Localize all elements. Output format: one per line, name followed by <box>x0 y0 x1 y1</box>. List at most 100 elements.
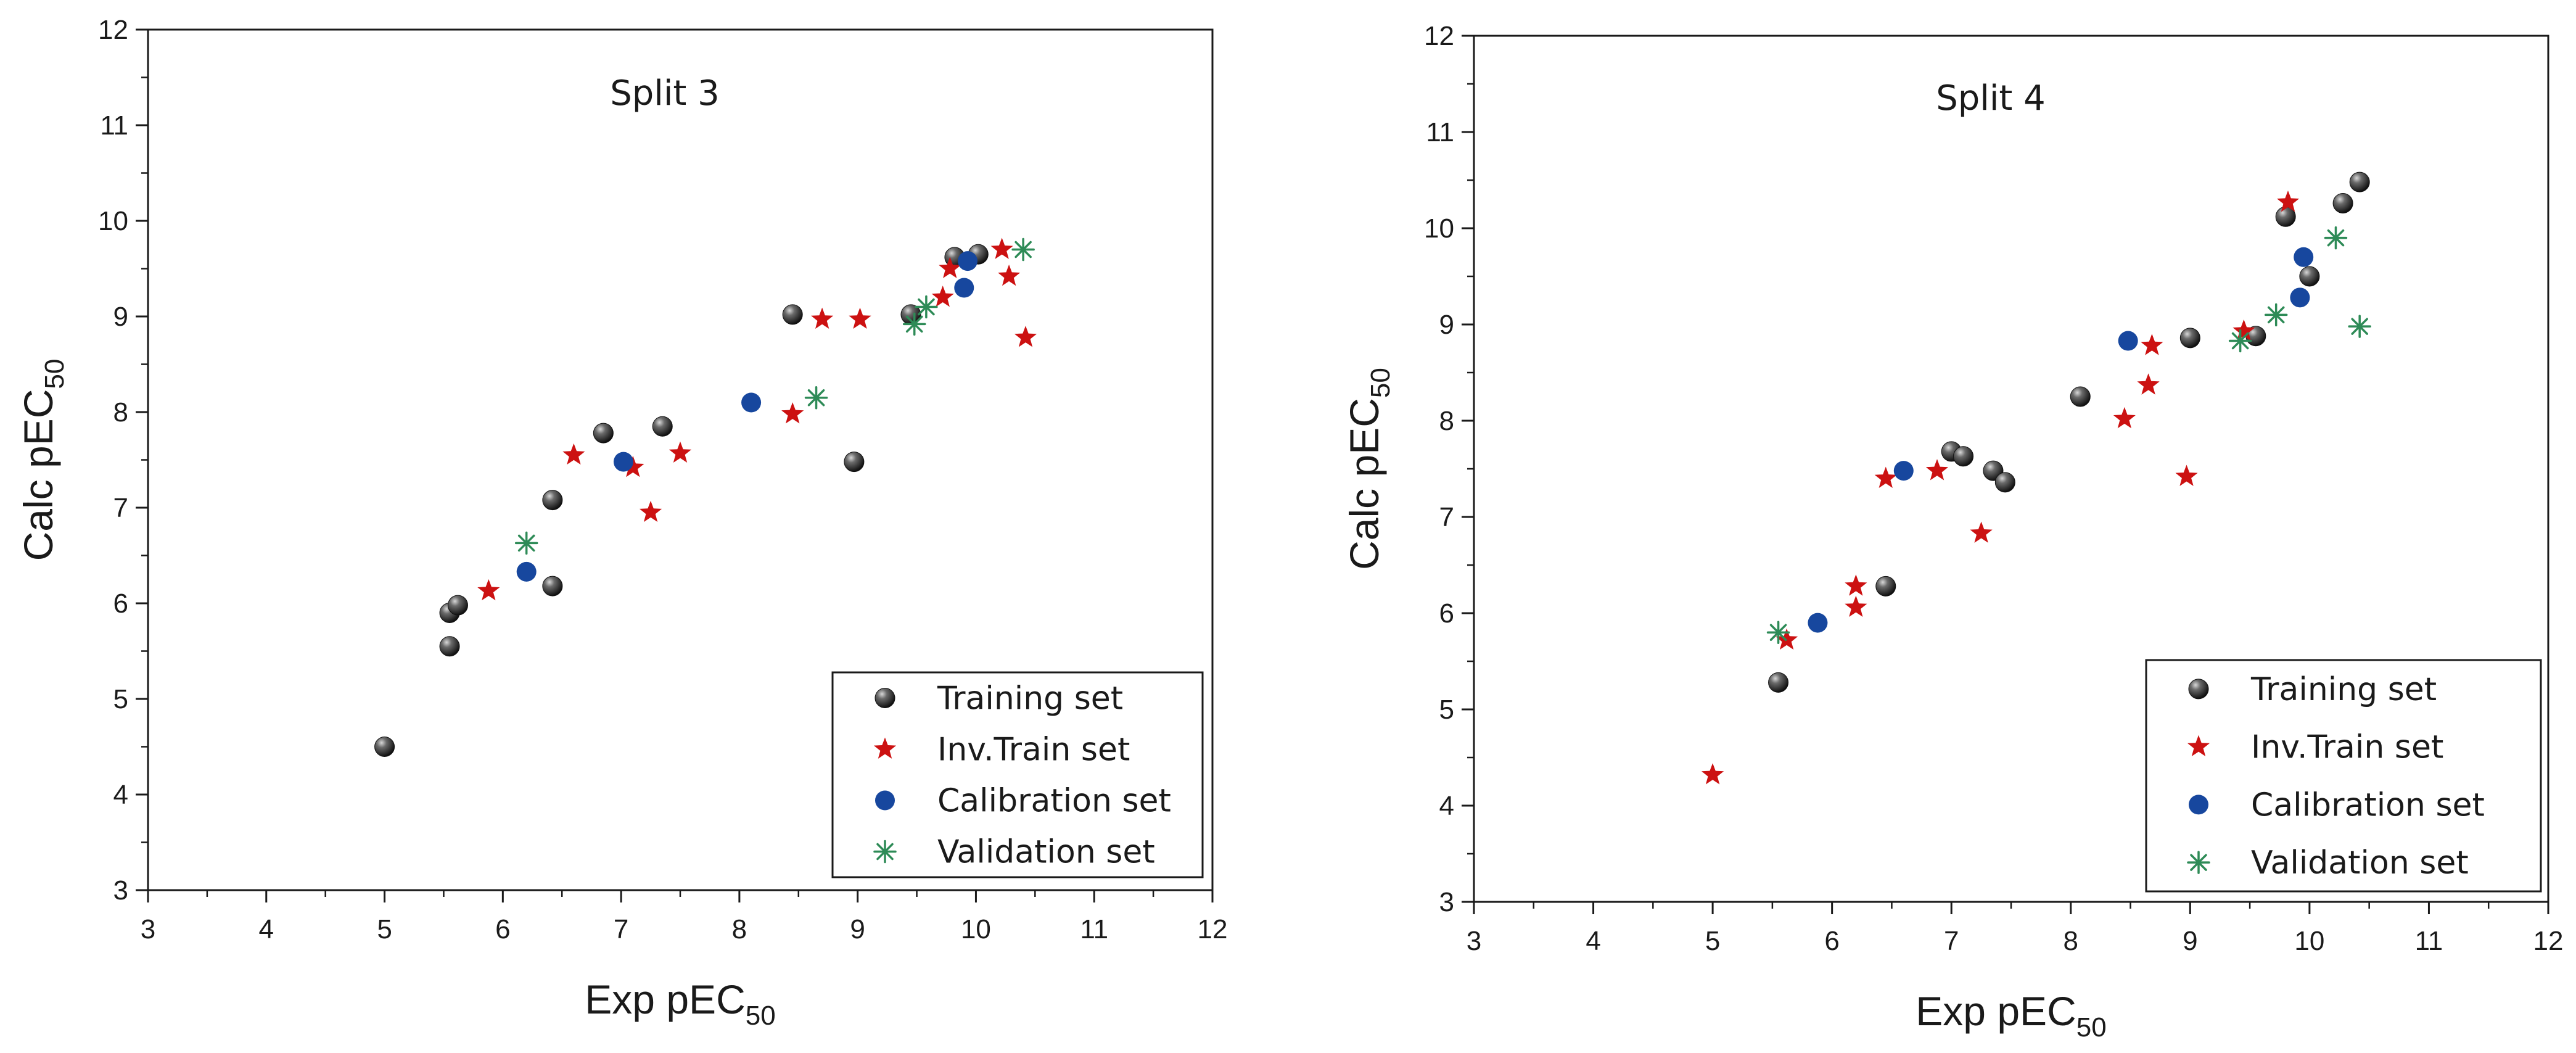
series-validation <box>1766 226 2371 644</box>
data-point-validation <box>2264 303 2288 327</box>
series-calibration <box>516 251 978 582</box>
data-point-inv_train <box>562 443 585 465</box>
x-tick-label: 6 <box>1824 926 1839 956</box>
legend-marker-calibration <box>2189 795 2208 815</box>
legend-marker-training <box>874 688 895 708</box>
data-point-inv_train <box>2113 407 2136 429</box>
y-tick-label: 4 <box>1439 791 1454 821</box>
legend-marker-training <box>2188 679 2209 700</box>
y-tick-label: 11 <box>1426 117 1454 147</box>
y-tick-label: 7 <box>113 493 128 523</box>
data-point-validation <box>1766 621 1790 644</box>
data-point-inv_train <box>1014 326 1037 347</box>
legend-label-calibration: Calibration set <box>937 783 1171 820</box>
data-point-inv_train <box>811 307 834 329</box>
data-point-inv_train <box>2232 319 2255 341</box>
x-tick-label: 7 <box>614 914 628 944</box>
x-tick-label: 8 <box>732 914 747 944</box>
data-point-validation <box>2228 329 2252 353</box>
x-axis-title: Exp pEC50 <box>585 977 775 1031</box>
data-point-training <box>593 423 614 444</box>
y-tick-label: 6 <box>1439 598 1454 629</box>
legend-marker-calibration <box>875 790 895 811</box>
data-point-training <box>1768 672 1789 693</box>
x-axis-title-subscript: 50 <box>746 1001 776 1031</box>
legend: Training set Inv.Train set Calibration set… <box>2145 659 2542 893</box>
x-axis: 3 4 5 6 7 8 9 10 11 12 <box>141 890 1228 944</box>
data-point-training <box>782 304 803 325</box>
data-point-inv_train <box>2277 190 2300 212</box>
data-point-calibration <box>2290 287 2310 308</box>
data-point-inv_train <box>2175 465 2198 486</box>
x-tick-label: 12 <box>1198 914 1228 944</box>
x-tick-label: 5 <box>1705 926 1720 956</box>
data-point-training <box>439 636 460 657</box>
legend-label-training: Training set <box>2250 671 2437 708</box>
data-point-training <box>542 576 563 597</box>
data-point-calibration <box>2118 331 2138 351</box>
data-point-inv_train <box>781 402 804 424</box>
legend-label-inv_train: Inv.Train set <box>2251 729 2443 766</box>
y-tick-label: 3 <box>113 875 128 906</box>
data-point-validation <box>2348 315 2371 338</box>
x-tick-label: 3 <box>1467 926 1481 956</box>
data-point-calibration <box>516 561 537 582</box>
data-point-calibration <box>958 251 978 271</box>
data-point-calibration <box>613 452 633 472</box>
legend-marker-validation <box>2187 851 2210 874</box>
y-axis-title: Calc pEC50 <box>1341 368 1396 570</box>
data-point-training <box>447 595 468 616</box>
y-tick-label: 8 <box>113 397 128 427</box>
y-tick-label: 4 <box>113 780 128 810</box>
data-point-inv_train <box>1702 763 1724 785</box>
series-calibration <box>1808 247 2314 633</box>
data-point-inv_train <box>849 307 871 329</box>
chart-title: Split 4 <box>1936 78 2046 118</box>
data-point-validation <box>2324 226 2348 250</box>
x-tick-label: 4 <box>1586 926 1600 956</box>
legend-marker-inv_train <box>873 737 897 759</box>
legend-label-validation: Validation set <box>2251 844 2469 882</box>
chart-1: 3 4 5 6 7 8 9 10 11 12 3 4 5 6 7 8 9 10 11 12 Exp pEC50 Calc … <box>15 15 1227 1031</box>
chart-2: 3 4 5 6 7 8 9 10 11 12 3 4 5 6 7 8 9 10 11 12 Exp pEC50 Calc … <box>1341 21 2563 1043</box>
legend-box <box>831 671 1204 878</box>
legend-marker-inv_train <box>2187 735 2210 756</box>
x-tick-label: 3 <box>141 914 155 944</box>
x-tick-label: 7 <box>1944 926 1959 956</box>
data-point-inv_train <box>2141 334 2163 355</box>
series-training <box>1768 171 2370 693</box>
data-point-calibration <box>954 278 974 298</box>
x-axis: 3 4 5 6 7 8 9 10 11 12 <box>1467 902 2563 956</box>
data-point-inv_train <box>477 579 500 601</box>
data-point-inv_train <box>1970 521 1993 543</box>
data-point-inv_train <box>640 500 662 522</box>
data-point-validation <box>915 295 938 319</box>
data-point-inv_train <box>1776 628 1798 650</box>
y-tick-label: 10 <box>1424 213 1454 244</box>
y-axis-title-subscript: 50 <box>39 359 70 389</box>
chart-title: Split 3 <box>610 73 720 114</box>
legend-marker-validation <box>873 840 897 864</box>
legend-box <box>2145 659 2542 893</box>
y-tick-label: 7 <box>1439 502 1454 532</box>
legend: Training set Inv.Train set Calibration set… <box>831 671 1204 878</box>
data-point-validation <box>514 531 538 555</box>
x-tick-label: 8 <box>2064 926 2078 956</box>
series-validation <box>514 237 1035 555</box>
data-point-inv_train <box>2137 373 2160 395</box>
data-point-training <box>844 452 865 473</box>
data-point-training <box>1994 472 2015 493</box>
data-point-training <box>2070 386 2091 407</box>
y-tick-label: 11 <box>100 110 128 141</box>
x-tick-label: 9 <box>850 914 865 944</box>
data-point-training <box>1875 576 1896 597</box>
y-tick-label: 5 <box>1439 695 1454 725</box>
data-point-calibration <box>1808 613 1828 633</box>
data-point-training <box>2332 192 2353 213</box>
data-point-inv_train <box>939 257 961 278</box>
y-tick-label: 10 <box>98 206 128 236</box>
x-tick-label: 6 <box>495 914 510 944</box>
x-axis-title: Exp pEC50 <box>1916 988 2106 1043</box>
x-tick-label: 9 <box>2183 926 2197 956</box>
y-axis-title: Calc pEC50 <box>15 359 70 561</box>
